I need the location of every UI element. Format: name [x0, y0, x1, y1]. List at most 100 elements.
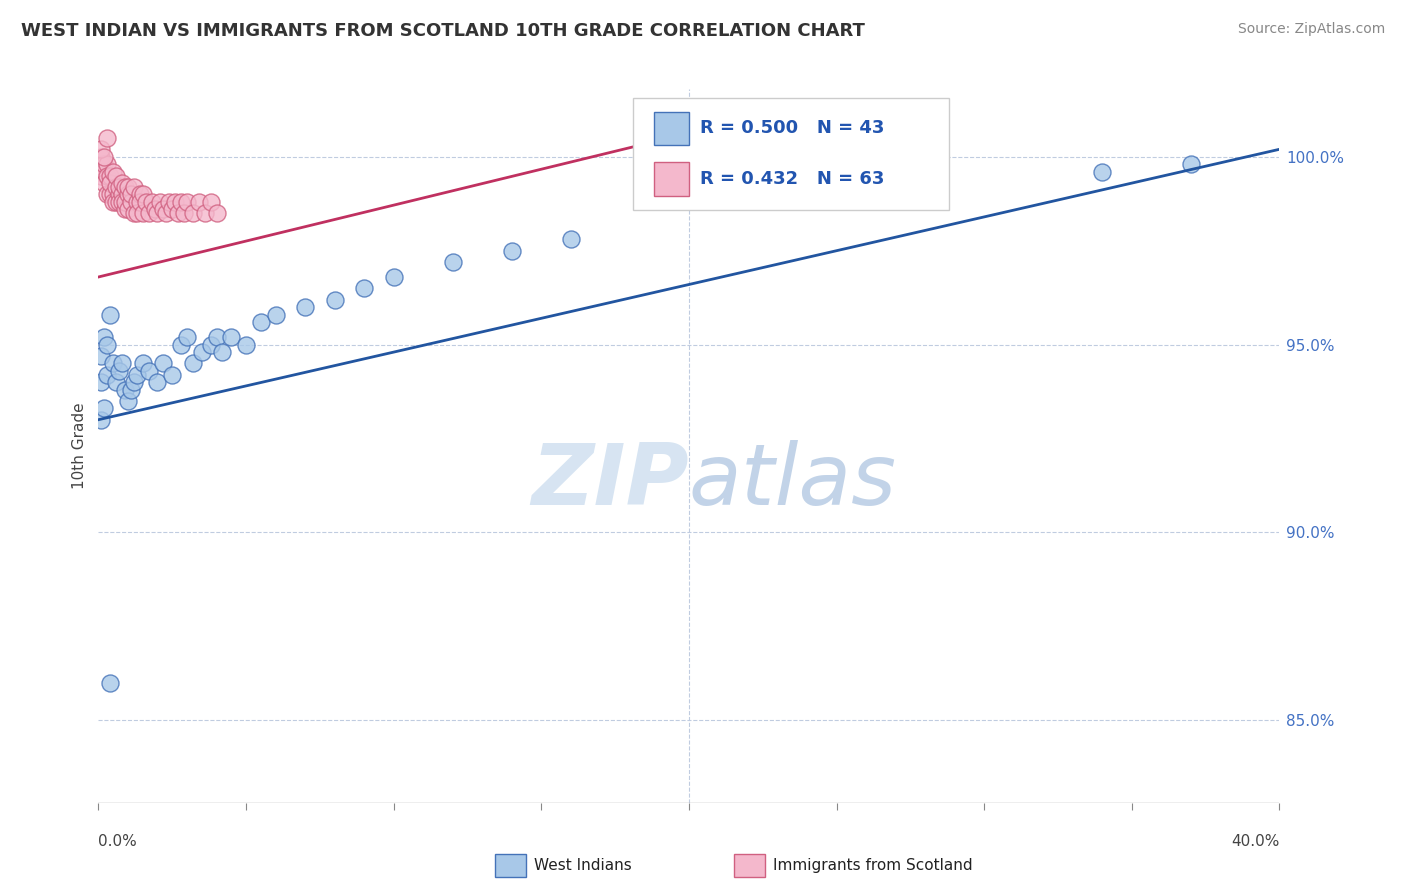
- Text: Immigrants from Scotland: Immigrants from Scotland: [773, 858, 973, 872]
- Point: [173, 206, 195, 220]
- Point: [111, 356, 134, 370]
- Point: [1091, 165, 1114, 179]
- Point: [187, 194, 209, 209]
- Point: [117, 202, 139, 217]
- Point: [211, 345, 233, 359]
- Text: R = 0.432   N = 63: R = 0.432 N = 63: [700, 170, 884, 188]
- Point: [170, 337, 193, 351]
- Point: [205, 330, 228, 344]
- Point: [181, 356, 204, 370]
- Text: West Indians: West Indians: [534, 858, 633, 872]
- Text: 0.0%: 0.0%: [98, 834, 138, 849]
- Point: [105, 375, 128, 389]
- Point: [96, 169, 118, 183]
- Point: [155, 206, 177, 220]
- Text: 40.0%: 40.0%: [1232, 834, 1279, 849]
- Point: [205, 206, 228, 220]
- Point: [96, 131, 118, 145]
- Point: [560, 232, 582, 246]
- Point: [181, 206, 204, 220]
- Point: [194, 206, 217, 220]
- Point: [219, 330, 242, 344]
- Point: [105, 179, 128, 194]
- Point: [122, 206, 145, 220]
- Point: [138, 206, 160, 220]
- Point: [143, 202, 166, 217]
- Point: [120, 187, 142, 202]
- Text: atlas: atlas: [689, 440, 897, 524]
- Point: [98, 176, 121, 190]
- Point: [105, 169, 128, 183]
- Point: [152, 356, 174, 370]
- Point: [103, 165, 125, 179]
- Point: [114, 194, 136, 209]
- Point: [108, 194, 131, 209]
- Point: [98, 308, 121, 322]
- Text: R = 0.500   N = 43: R = 0.500 N = 43: [700, 120, 884, 137]
- Point: [90, 150, 112, 164]
- Point: [103, 356, 125, 370]
- Point: [96, 187, 118, 202]
- Point: [170, 194, 193, 209]
- Point: [200, 337, 222, 351]
- Point: [176, 330, 198, 344]
- Point: [132, 187, 155, 202]
- Point: [146, 206, 169, 220]
- Point: [149, 194, 172, 209]
- Point: [162, 202, 183, 217]
- Point: [165, 194, 187, 209]
- Point: [323, 293, 346, 307]
- Point: [191, 345, 214, 359]
- Point: [138, 364, 160, 378]
- Point: [200, 194, 222, 209]
- Point: [98, 675, 121, 690]
- Point: [382, 270, 405, 285]
- Point: [264, 308, 287, 322]
- Point: [120, 383, 142, 397]
- Point: [146, 375, 169, 389]
- Point: [152, 202, 174, 217]
- Point: [93, 150, 115, 164]
- Point: [167, 206, 190, 220]
- Point: [90, 413, 112, 427]
- Point: [93, 157, 115, 171]
- Point: [90, 169, 112, 183]
- Point: [98, 169, 121, 183]
- Point: [441, 255, 464, 269]
- Point: [117, 393, 139, 408]
- Point: [1180, 157, 1202, 171]
- Point: [103, 187, 125, 202]
- Point: [114, 179, 136, 194]
- Text: WEST INDIAN VS IMMIGRANTS FROM SCOTLAND 10TH GRADE CORRELATION CHART: WEST INDIAN VS IMMIGRANTS FROM SCOTLAND …: [21, 22, 865, 40]
- Text: Source: ZipAtlas.com: Source: ZipAtlas.com: [1237, 22, 1385, 37]
- Point: [90, 349, 112, 363]
- Point: [135, 194, 157, 209]
- Point: [157, 194, 180, 209]
- Point: [125, 206, 148, 220]
- Point: [162, 368, 183, 382]
- Point: [235, 337, 257, 351]
- Point: [108, 187, 131, 202]
- Point: [501, 244, 523, 258]
- Point: [128, 187, 150, 202]
- Point: [96, 337, 118, 351]
- Point: [93, 165, 115, 179]
- Point: [132, 356, 155, 370]
- Y-axis label: 10th Grade: 10th Grade: [72, 402, 87, 490]
- Point: [294, 300, 316, 314]
- Point: [90, 375, 112, 389]
- Point: [105, 194, 128, 209]
- Point: [128, 194, 150, 209]
- Point: [108, 364, 131, 378]
- Point: [120, 194, 142, 209]
- Point: [111, 194, 134, 209]
- Point: [176, 194, 198, 209]
- Point: [132, 206, 155, 220]
- Point: [108, 179, 131, 194]
- Point: [90, 142, 112, 156]
- Point: [96, 157, 118, 171]
- Point: [353, 281, 375, 295]
- Point: [93, 176, 115, 190]
- Point: [141, 194, 163, 209]
- Text: ZIP: ZIP: [531, 440, 689, 524]
